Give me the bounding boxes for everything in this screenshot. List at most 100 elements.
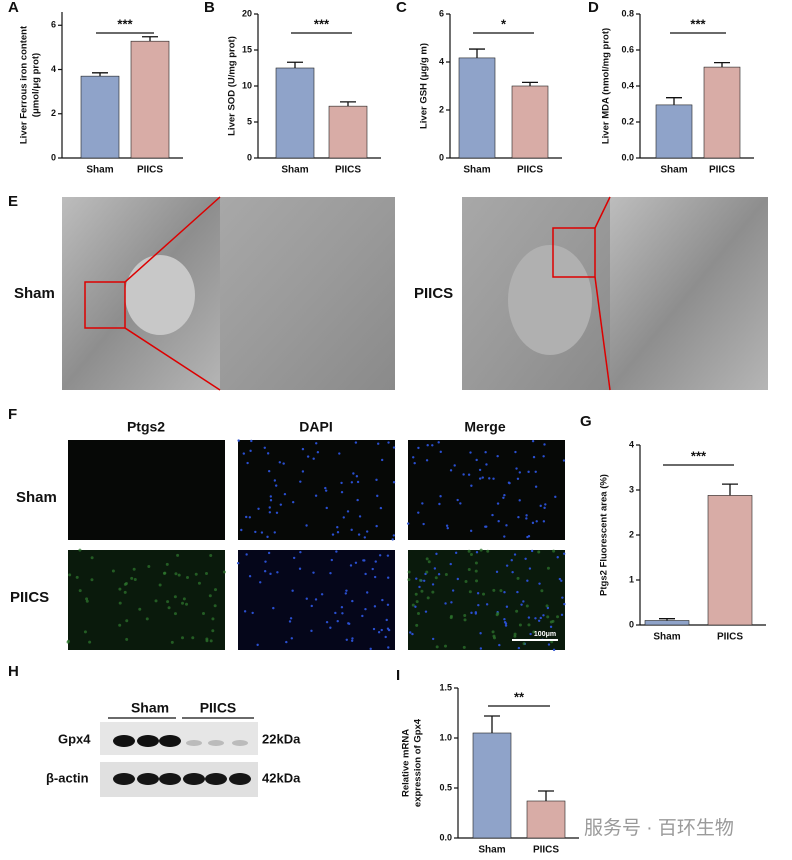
nucleus-dot — [450, 601, 453, 604]
panel-label: E — [8, 193, 18, 210]
bar — [275, 67, 315, 159]
nucleus-dot — [347, 622, 350, 625]
fluorescence-grid — [66, 439, 566, 652]
fluor-image — [68, 550, 225, 650]
signal-dot — [138, 607, 142, 611]
nucleus-dot — [298, 567, 302, 570]
nucleus-dot — [248, 516, 252, 519]
nucleus-dot — [543, 443, 546, 446]
signal-dot — [132, 567, 136, 571]
signal-dot — [209, 639, 213, 643]
nucleus-dot — [438, 502, 441, 506]
bar — [328, 105, 368, 159]
bar — [644, 620, 690, 626]
nucleus-dot — [426, 444, 429, 447]
nucleus-dot — [505, 524, 508, 527]
nucleus-dot — [479, 632, 482, 635]
band — [186, 740, 202, 746]
zoom-line — [124, 196, 221, 283]
nucleus-dot — [475, 551, 479, 554]
nucleus-dot — [240, 528, 243, 532]
nucleus-dot — [556, 556, 559, 559]
zoom-box — [552, 227, 596, 278]
nucleus-dot — [272, 606, 275, 610]
nucleus-dot — [554, 495, 557, 499]
y-tick-label: 0.4 — [621, 80, 634, 90]
panel-label: A — [8, 0, 19, 16]
nucleus-dot — [377, 631, 381, 634]
bar — [703, 66, 741, 159]
protein-label: Gpx4 — [58, 731, 91, 746]
nucleus-dot — [431, 444, 434, 447]
nucleus-dot — [340, 606, 344, 609]
protein-label: β-actin — [46, 770, 89, 785]
band — [113, 773, 135, 785]
nucleus-dot — [269, 495, 273, 498]
y-tick-label: 4 — [439, 56, 444, 66]
nucleus-dot — [424, 610, 428, 613]
y-tick-label: 3 — [629, 484, 634, 494]
nucleus-dot — [386, 627, 390, 630]
signal-dot — [78, 589, 82, 593]
y-axis-label: Liver GSH (μg/g m) — [419, 43, 430, 129]
nucleus-dot — [274, 484, 278, 487]
nucleus-dot — [518, 499, 521, 502]
nucleus-dot — [338, 452, 341, 455]
nucleus-dot — [237, 439, 240, 442]
signal-dot — [491, 630, 495, 634]
error-bar — [484, 715, 500, 733]
nucleus-dot — [417, 446, 420, 450]
bar — [80, 75, 120, 159]
signal-dot — [516, 576, 520, 580]
nucleus-dot — [372, 627, 376, 631]
signal-dot — [133, 577, 137, 581]
nucleus-dot — [496, 454, 499, 458]
y-axis-label: Liver MDA (nmol/mg prot) — [601, 28, 612, 144]
y-tick-label: 0 — [51, 152, 56, 162]
nucleus-dot — [374, 560, 377, 563]
nucleus-dot — [470, 484, 473, 487]
zoom-line — [594, 196, 611, 229]
signal-dot — [463, 618, 467, 622]
error-bar — [722, 483, 738, 496]
row-label: Sham — [16, 489, 57, 506]
x-tick-label: Sham — [478, 845, 505, 856]
signal-dot — [90, 578, 94, 582]
signal-dot — [431, 590, 435, 594]
nucleus-dot — [306, 455, 310, 458]
nucleus-dot — [431, 637, 435, 641]
signal-dot — [118, 623, 122, 627]
signal-dot — [474, 569, 478, 573]
signal-dot — [111, 569, 115, 573]
nucleus-dot — [352, 472, 355, 475]
nucleus-dot — [520, 603, 523, 606]
nucleus-dot — [305, 597, 308, 600]
nucleus-dot — [484, 450, 487, 454]
nucleus-dot — [310, 629, 313, 633]
nucleus-dot — [266, 452, 270, 455]
nucleus-dot — [249, 449, 252, 453]
nucleus-dot — [445, 524, 449, 527]
nucleus-dot — [312, 457, 315, 460]
nucleus-dot — [364, 572, 367, 576]
signal-dot — [125, 637, 129, 641]
nucleus-dot — [340, 490, 344, 494]
nucleus-dot — [435, 552, 438, 556]
nucleus-dot — [517, 515, 520, 519]
y-tick-label: 0.0 — [621, 152, 634, 162]
nucleus-dot — [414, 605, 417, 608]
signal-dot — [154, 599, 158, 603]
nucleus-dot — [263, 446, 266, 450]
nucleus — [125, 255, 195, 335]
nucleus-dot — [288, 620, 292, 623]
nucleus-dot — [444, 602, 447, 605]
signal-dot — [556, 615, 560, 619]
nucleus-dot — [421, 502, 424, 505]
nucleus-dot — [363, 536, 366, 539]
nucleus-dot — [375, 524, 378, 528]
signal-dot — [85, 597, 89, 601]
nucleus-dot — [515, 467, 518, 470]
nucleus-dot — [334, 611, 337, 615]
nucleus-dot — [245, 553, 248, 556]
nucleus-dot — [336, 531, 340, 534]
